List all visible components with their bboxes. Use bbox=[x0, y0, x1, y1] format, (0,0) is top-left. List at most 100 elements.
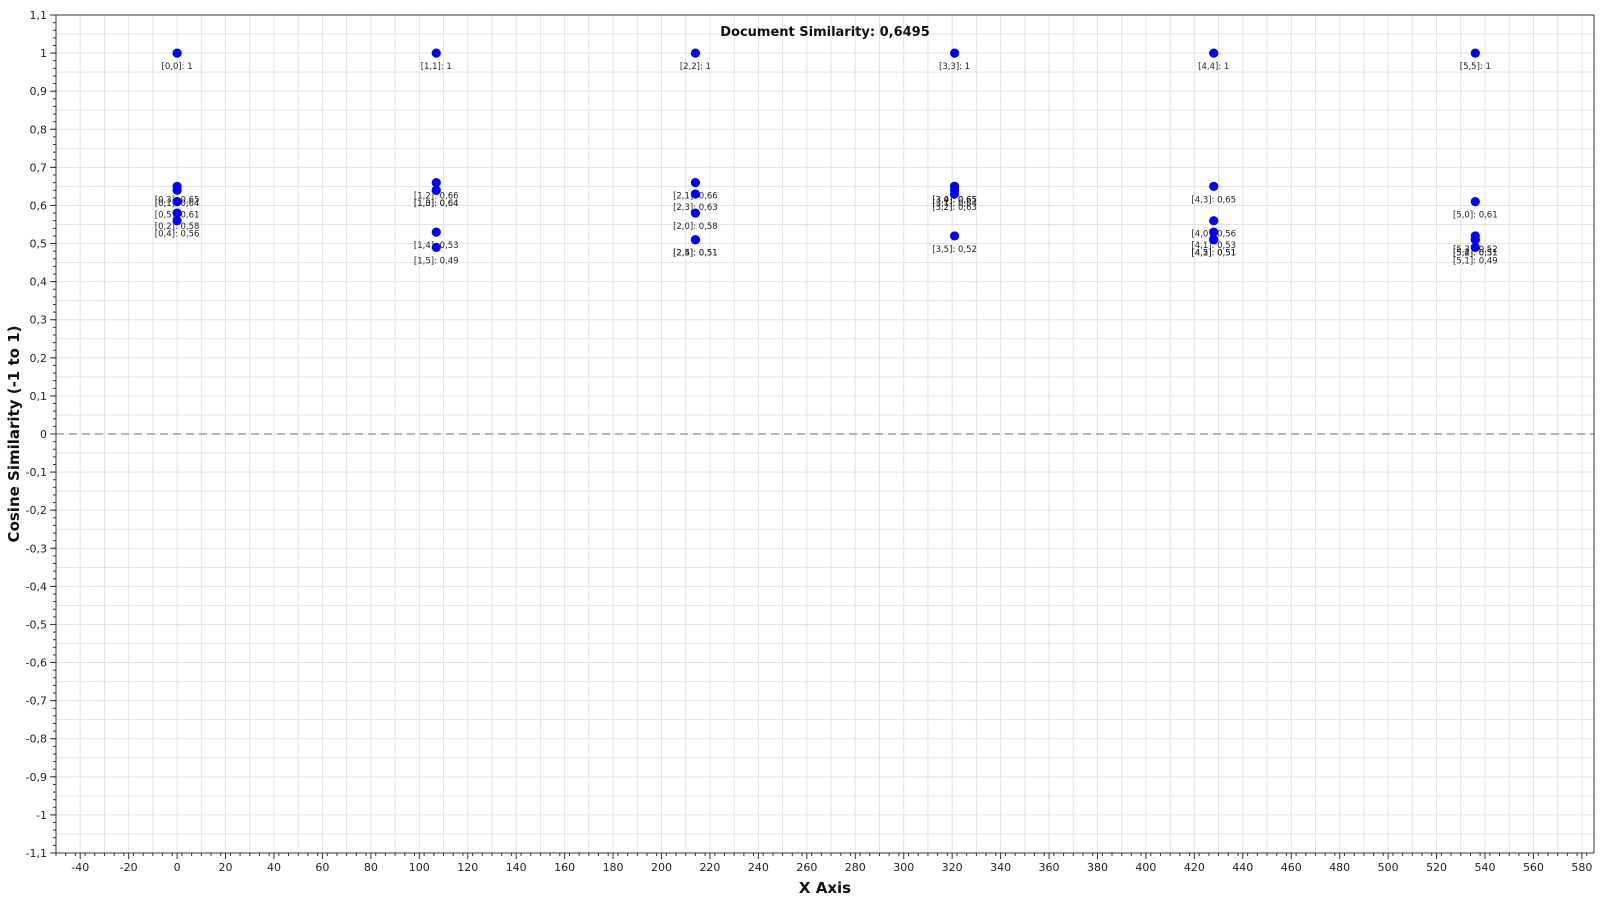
x-tick-label: 220 bbox=[699, 861, 720, 874]
data-point bbox=[172, 216, 182, 226]
x-tick-label: 120 bbox=[457, 861, 478, 874]
data-point-label: [4,2]: 0,51 bbox=[1191, 249, 1236, 259]
point-labels: [0,0]: 1[0,3]: 0,65[0,1]: 0,64[0,5]: 0,6… bbox=[155, 62, 1498, 266]
x-tick-label: 400 bbox=[1135, 861, 1156, 874]
data-point-label: [5,5]: 1 bbox=[1460, 62, 1491, 72]
data-point bbox=[949, 189, 960, 199]
x-tick-label: 140 bbox=[506, 861, 527, 874]
x-tick-label: 320 bbox=[942, 861, 963, 874]
data-point bbox=[690, 189, 701, 199]
x-tick-label: 0 bbox=[174, 861, 181, 874]
data-point-label: [3,0]: 0,65 bbox=[932, 195, 977, 205]
data-point bbox=[1209, 48, 1219, 58]
data-point-label: [5,2]: 0,51 bbox=[1453, 249, 1498, 259]
data-point-label: [4,1]: 0,53 bbox=[1191, 241, 1236, 251]
data-point bbox=[1470, 235, 1480, 245]
x-tick-label: 80 bbox=[364, 861, 378, 874]
y-tick-label: 0,4 bbox=[30, 276, 48, 289]
data-point bbox=[690, 48, 701, 58]
y-tick-label: 1,1 bbox=[30, 9, 48, 22]
y-tick-label: 0,8 bbox=[30, 123, 48, 136]
y-tick-label: 0,7 bbox=[30, 161, 48, 174]
data-point-label: [0,2]: 0,58 bbox=[155, 222, 200, 232]
data-point bbox=[431, 242, 441, 252]
data-point bbox=[172, 197, 182, 207]
x-tick-label: -20 bbox=[120, 861, 138, 874]
data-point-label: [2,3]: 0,63 bbox=[673, 203, 718, 213]
y-tick-label: 0,5 bbox=[30, 238, 48, 251]
x-tick-label: 260 bbox=[796, 861, 817, 874]
data-point bbox=[690, 235, 701, 245]
x-tick-label: 460 bbox=[1281, 861, 1302, 874]
data-points bbox=[172, 48, 1480, 252]
data-point bbox=[1209, 227, 1219, 237]
data-point-label: [4,4]: 1 bbox=[1198, 62, 1229, 72]
data-point bbox=[1470, 48, 1480, 58]
x-tick-label: 160 bbox=[554, 861, 575, 874]
x-tick-label: 280 bbox=[845, 861, 866, 874]
y-tick-label: 0,3 bbox=[30, 314, 48, 327]
x-tick-label: 520 bbox=[1426, 861, 1447, 874]
data-point bbox=[431, 185, 441, 195]
data-point-label: [1,2]: 0,66 bbox=[414, 192, 459, 202]
data-point bbox=[1470, 242, 1480, 252]
x-axis: -40 -20 0 20 40 60 80 100 120 140 160 180 200 220 240 2… bbox=[55, 853, 1592, 874]
y-tick-label: -1 bbox=[36, 809, 47, 822]
x-tick-label: 240 bbox=[748, 861, 769, 874]
y-tick-label: 0,9 bbox=[30, 85, 48, 98]
data-point-label: [5,0]: 0,61 bbox=[1453, 211, 1498, 221]
y-tick-label: -0,8 bbox=[26, 733, 47, 746]
y-tick-label: 0 bbox=[40, 428, 47, 441]
x-tick-label: 300 bbox=[893, 861, 914, 874]
data-point-label: [5,4]: 0,51 bbox=[1453, 249, 1498, 259]
x-tick-label: 360 bbox=[1039, 861, 1060, 874]
data-point-label: [3,4]: 0,65 bbox=[932, 195, 977, 205]
x-tick-label: 380 bbox=[1087, 861, 1108, 874]
data-point bbox=[431, 48, 441, 58]
data-point bbox=[949, 48, 960, 58]
data-point bbox=[1209, 216, 1219, 226]
data-point-label: [3,2]: 0,63 bbox=[932, 203, 977, 213]
x-tick-label: 180 bbox=[603, 861, 624, 874]
data-point bbox=[1470, 197, 1480, 207]
data-point-label: [1,0]: 0,64 bbox=[414, 199, 459, 209]
data-point bbox=[431, 227, 441, 237]
chart-title: Document Similarity: 0,6495 bbox=[720, 25, 930, 40]
data-point-label: [2,0]: 0,58 bbox=[673, 222, 718, 232]
data-point bbox=[1209, 235, 1219, 245]
x-tick-label: 420 bbox=[1184, 861, 1205, 874]
x-tick-label: 60 bbox=[315, 861, 329, 874]
data-point-label: [4,3]: 0,65 bbox=[1191, 195, 1236, 205]
y-tick-label: 0,1 bbox=[30, 390, 48, 403]
data-point-label: [1,3]: 0,64 bbox=[414, 199, 459, 209]
x-tick-label: 540 bbox=[1475, 861, 1496, 874]
data-point-label: [2,5]: 0,51 bbox=[673, 249, 718, 259]
data-point bbox=[1209, 181, 1219, 192]
y-tick-label: -1,1 bbox=[26, 847, 47, 860]
y-tick-label: -0,6 bbox=[26, 657, 47, 670]
y-tick-label: -0,4 bbox=[26, 580, 47, 593]
x-tick-label: 440 bbox=[1232, 861, 1253, 874]
x-tick-label: 340 bbox=[990, 861, 1011, 874]
data-point-label: [3,3]: 1 bbox=[939, 62, 970, 72]
data-point-label: [5,1]: 0,49 bbox=[1453, 256, 1498, 266]
y-tick-label: -0,1 bbox=[26, 466, 47, 479]
data-point-label: [0,4]: 0,56 bbox=[155, 230, 200, 240]
data-point bbox=[172, 48, 182, 58]
data-point bbox=[949, 231, 960, 241]
y-axis-title: Cosine Similarity (-1 to 1) bbox=[5, 326, 23, 543]
data-point-label: [2,2]: 1 bbox=[680, 62, 711, 72]
data-point-label: [3,5]: 0,52 bbox=[932, 245, 977, 255]
y-tick-label: -0,2 bbox=[26, 504, 47, 517]
x-tick-label: 580 bbox=[1571, 861, 1592, 874]
y-tick-label: 1 bbox=[40, 47, 47, 60]
x-tick-label: 480 bbox=[1329, 861, 1350, 874]
data-point bbox=[690, 178, 701, 188]
y-tick-label: 0,2 bbox=[30, 352, 48, 365]
y-tick-label: 0,6 bbox=[30, 199, 48, 212]
x-tick-label: 40 bbox=[267, 861, 281, 874]
data-point bbox=[431, 178, 441, 188]
data-point-label: [0,0]: 1 bbox=[162, 62, 193, 72]
